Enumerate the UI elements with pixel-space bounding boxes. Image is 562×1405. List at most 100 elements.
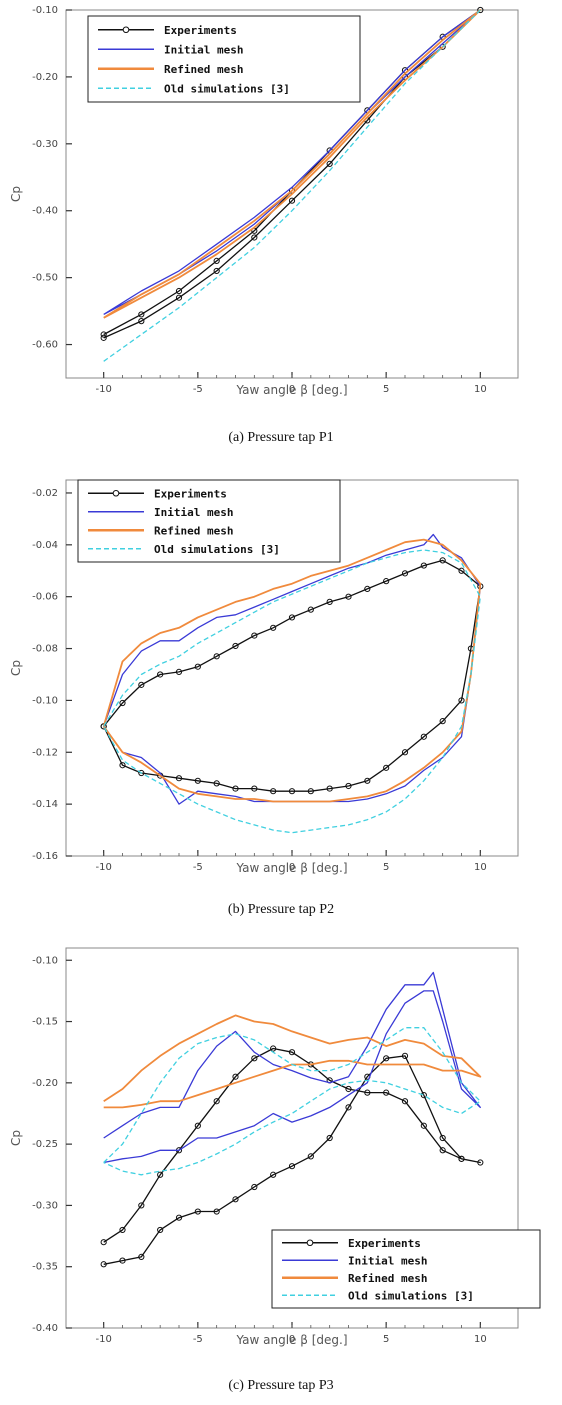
data-point bbox=[401, 1098, 409, 1105]
data-point bbox=[213, 1208, 220, 1215]
data-point bbox=[326, 598, 333, 605]
data-point bbox=[138, 769, 145, 777]
data-point bbox=[213, 780, 220, 787]
data-point bbox=[119, 1226, 126, 1234]
data-point bbox=[458, 1155, 465, 1162]
data-point bbox=[458, 567, 465, 574]
data-point bbox=[251, 1055, 258, 1062]
legend-label: Initial mesh bbox=[154, 506, 233, 519]
data-point bbox=[401, 570, 409, 577]
y-tick-label: -0.10 bbox=[32, 695, 58, 706]
y-axis-title: Cp bbox=[9, 1130, 23, 1146]
data-point bbox=[194, 777, 201, 784]
data-point bbox=[326, 785, 333, 792]
data-point bbox=[119, 762, 126, 769]
data-point bbox=[420, 733, 427, 740]
data-point bbox=[477, 1159, 484, 1166]
data-point bbox=[175, 668, 183, 675]
chart-panel-p2: -10 -5 0 5 10 -0.02 -0.04 -0.06 -0.08 -0.10 -0.12 -… bbox=[0, 470, 562, 935]
data-point bbox=[364, 585, 371, 593]
data-point bbox=[251, 785, 258, 792]
data-point bbox=[232, 785, 239, 792]
data-point bbox=[175, 1214, 183, 1221]
legend-marker bbox=[306, 1239, 314, 1247]
series-line-initial-mesh bbox=[103, 533, 481, 805]
y-tick-label: -0.30 bbox=[32, 139, 58, 150]
x-axis-title: Yaw angle β [deg.] bbox=[235, 861, 347, 875]
data-point bbox=[251, 632, 258, 639]
data-point bbox=[345, 1104, 352, 1111]
data-point bbox=[213, 653, 220, 660]
legend-label: Refined mesh bbox=[348, 1272, 427, 1285]
data-point bbox=[364, 1089, 371, 1096]
chart-p2: -10 -5 0 5 10 -0.02 -0.04 -0.06 -0.08 -0.10 -0.12 -… bbox=[9, 479, 519, 875]
legend-label: Old simulations [3] bbox=[164, 82, 290, 95]
data-point bbox=[100, 1261, 107, 1268]
x-tick-label: 10 bbox=[474, 1334, 487, 1345]
y-tick-label: -0.14 bbox=[32, 799, 58, 810]
data-point bbox=[439, 718, 446, 725]
x-axis-title: Yaw angle β [deg.] bbox=[235, 1333, 347, 1347]
y-tick-label: -0.40 bbox=[32, 206, 58, 217]
data-point bbox=[100, 1239, 107, 1246]
data-point bbox=[383, 1089, 390, 1096]
data-point bbox=[401, 1052, 409, 1059]
data-point bbox=[420, 1091, 427, 1099]
data-point bbox=[420, 1122, 427, 1129]
data-point bbox=[175, 775, 183, 782]
data-point bbox=[138, 1202, 145, 1209]
data-point bbox=[307, 788, 314, 795]
y-tick-label: -0.02 bbox=[32, 488, 58, 499]
series-line-initial-mesh bbox=[103, 971, 481, 1164]
data-point bbox=[401, 749, 409, 756]
series-line-old-simulations bbox=[103, 1027, 481, 1176]
data-point bbox=[288, 614, 296, 621]
x-tick-label: 10 bbox=[474, 862, 487, 873]
legend-label: Experiments bbox=[348, 1237, 421, 1250]
legend-label: Initial mesh bbox=[164, 43, 243, 56]
data-point bbox=[420, 562, 427, 569]
y-tick-label: -0.35 bbox=[32, 1262, 58, 1273]
data-point bbox=[383, 578, 390, 585]
data-point bbox=[270, 1171, 277, 1178]
x-tick-label: 5 bbox=[383, 384, 389, 395]
y-tick-label: -0.30 bbox=[32, 1200, 58, 1211]
chart-p1: -10 -5 0 5 10 -0.10 -0.20 -0.30 -0.40 -0.50 -0.60 Y… bbox=[9, 5, 519, 397]
data-point bbox=[100, 334, 107, 341]
x-tick-label: -10 bbox=[95, 384, 111, 395]
series-line-refined-mesh bbox=[103, 1014, 482, 1109]
data-point bbox=[270, 1045, 277, 1052]
y-tick-label: -0.12 bbox=[32, 747, 58, 758]
data-point bbox=[345, 593, 352, 600]
data-point bbox=[288, 1163, 296, 1170]
data-point bbox=[194, 663, 201, 670]
data-point bbox=[232, 1073, 239, 1080]
data-point bbox=[326, 160, 333, 167]
data-point bbox=[213, 257, 220, 265]
data-point bbox=[175, 294, 183, 301]
y-tick-label: -0.20 bbox=[32, 1078, 58, 1089]
y-axis-title: Cp bbox=[9, 660, 23, 676]
data-point bbox=[270, 788, 277, 795]
y-tick-label: -0.15 bbox=[32, 1017, 58, 1028]
data-point bbox=[477, 6, 484, 14]
data-point bbox=[157, 671, 164, 678]
x-tick-label: -5 bbox=[193, 1334, 203, 1345]
chart-p3: -10 -5 0 5 10 -0.10 -0.15 -0.20 -0.25 -0.30 -0.35 -… bbox=[9, 947, 541, 1347]
x-tick-label: 5 bbox=[383, 862, 389, 873]
data-point bbox=[138, 681, 145, 688]
y-tick-label: -0.10 bbox=[32, 5, 58, 16]
data-point bbox=[213, 1098, 220, 1105]
series-line-refined-mesh bbox=[102, 538, 482, 803]
data-point bbox=[157, 1226, 164, 1234]
x-tick-label: 0 bbox=[289, 1334, 295, 1345]
data-point bbox=[175, 287, 183, 295]
data-point bbox=[345, 1085, 352, 1093]
y-tick-label: -0.06 bbox=[32, 592, 58, 603]
y-tick-label: -0.16 bbox=[32, 851, 58, 862]
x-tick-label: 5 bbox=[383, 1334, 389, 1345]
series-line-old-simulations bbox=[103, 549, 481, 834]
chart-panel-p1: -10 -5 0 5 10 -0.10 -0.20 -0.30 -0.40 -0.50 -0.60 Y… bbox=[0, 0, 562, 465]
data-point bbox=[232, 642, 239, 650]
data-point bbox=[119, 1257, 126, 1264]
